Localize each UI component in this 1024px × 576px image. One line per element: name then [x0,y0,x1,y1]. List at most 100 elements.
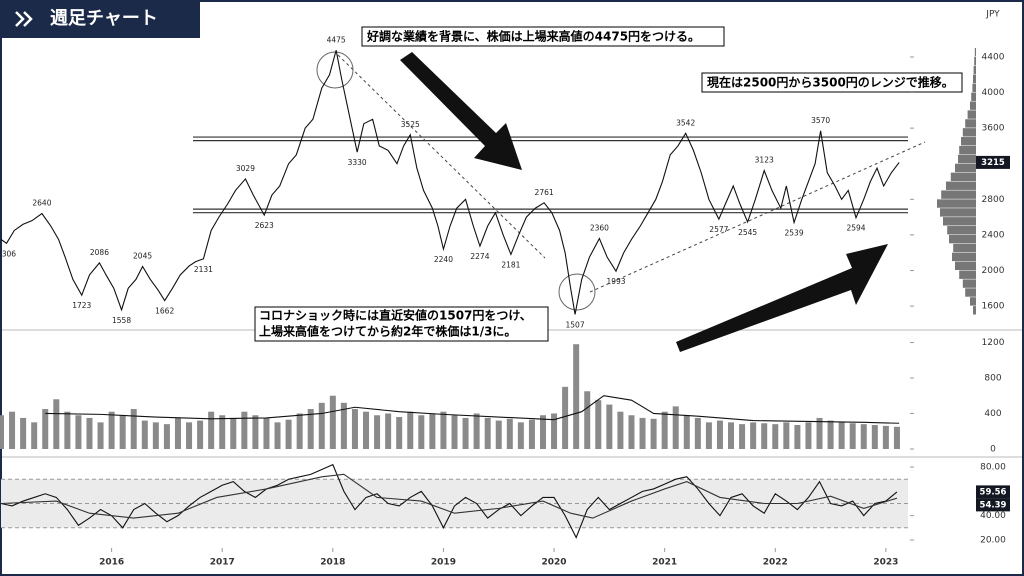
volume-bar [20,417,27,449]
volume-bar [639,417,646,449]
volume-bar [617,411,624,449]
volume-profile-bar [947,226,976,235]
y-tick-label: 0 [990,445,996,455]
volume-bar [805,422,812,449]
price-annotation: 1507 [566,320,585,329]
volume-bar [495,420,502,449]
x-tick-label: 2020 [542,558,567,568]
x-tick-label: 2021 [652,558,677,568]
price-annotation: 2131 [194,265,213,274]
volume-bar [882,425,889,449]
volume-bar [484,417,491,449]
x-tick-label: 2016 [99,558,124,568]
volume-bar [584,391,591,449]
volume-bar [174,417,181,449]
volume-bar [739,424,746,449]
volume-profile-bar [949,234,976,244]
volume-bar [42,409,49,449]
volume-profile-bar [965,288,976,297]
callout-box [361,26,725,47]
arrow [400,52,522,170]
volume-profile-bar [941,190,976,199]
volume-profile-bar [950,172,976,182]
price-annotation: 2274 [470,252,489,261]
price-annotation: 1558 [112,316,131,325]
volume-bar [263,417,270,449]
y-tick-label: 40.00 [980,511,1006,521]
volume-bar [506,418,513,449]
volume-bar [451,415,458,449]
rsi-band [1,479,908,528]
volume-bar [672,406,679,449]
volume-bar [418,415,425,449]
price-annotation: 2761 [535,188,554,197]
price-annotation: 3330 [348,158,367,167]
volume-bar [407,411,414,449]
header-bar [0,0,200,38]
y-tick-label: 1600 [982,302,1005,312]
volume-profile-bar [973,65,976,75]
y-axis-unit: JPY [985,10,1000,20]
price-annotation: 2577 [709,225,728,234]
y-tick-label: 80.00 [980,463,1006,473]
volume-profile-bar [937,199,976,208]
series-line [0,463,898,539]
volume-profile-bar [940,208,976,217]
volume-bar [772,424,779,449]
volume-profile-bar [953,243,976,253]
volume-bar [827,420,834,449]
price-annotation: 1662 [155,307,174,316]
volume-bar [274,422,281,449]
price-annotation: 2240 [434,255,453,264]
volume-profile-bar [965,119,976,128]
price-annotation: 2623 [255,221,274,230]
volume-bar [783,422,790,449]
x-tick-label: 2017 [210,558,235,568]
y-tick-label: 1200 [982,338,1005,348]
volume-profile-bar [967,110,976,119]
volume-bar [595,400,602,449]
last-value-label: 54.39 [980,500,1007,510]
highlight-circle [316,51,354,89]
volume-bar [241,411,248,449]
volume-bar [562,386,569,449]
volume-bar [374,415,381,449]
callout-text: 上場来高値をつけてから約2年で株価は1/3に。 [259,324,516,339]
callout-text: 好調な業績を背景に、株価は上場来高値の4475円をつける。 [366,29,700,44]
volume-profile-bar [955,261,976,271]
highlight-circle [558,273,596,311]
volume-profile-bar [943,217,976,226]
volume-bar [64,411,71,449]
volume-bar [816,417,823,449]
background-layer [1,136,908,529]
volume-bar [871,425,878,449]
price-annotation: 2045 [133,252,152,261]
volume-bar [75,415,82,449]
volume-bar [893,426,900,449]
volume-profile-bar [961,137,976,146]
volume-bar [716,420,723,449]
volume-bar [31,422,38,449]
volume-bar [86,417,93,449]
volume-profile-bar [971,92,976,101]
volume-bar [462,417,469,449]
price-annotation: 2640 [32,199,51,208]
volume-bar [650,418,657,449]
volume-bar [186,422,193,449]
price-annotation: 2545 [738,228,757,237]
y-tick-label: 800 [984,373,1001,383]
callout-box [701,72,963,93]
last-value-label: 3215 [981,158,1005,168]
volume-profile-bar [973,74,976,84]
volume-bar [130,409,137,449]
x-tick-label: 2022 [763,558,788,568]
volume-bar [163,424,170,449]
volume-bar [53,399,60,449]
trend-line [589,141,926,293]
y-tick-label: 20.00 [980,535,1006,545]
volume-profile-bar [962,279,976,288]
price-annotation: 2594 [846,224,865,233]
volume-bar [351,409,358,449]
volume-bar [296,413,303,449]
callout-text: 現在は2500円から3500円のレンジで推移。 [707,75,954,90]
